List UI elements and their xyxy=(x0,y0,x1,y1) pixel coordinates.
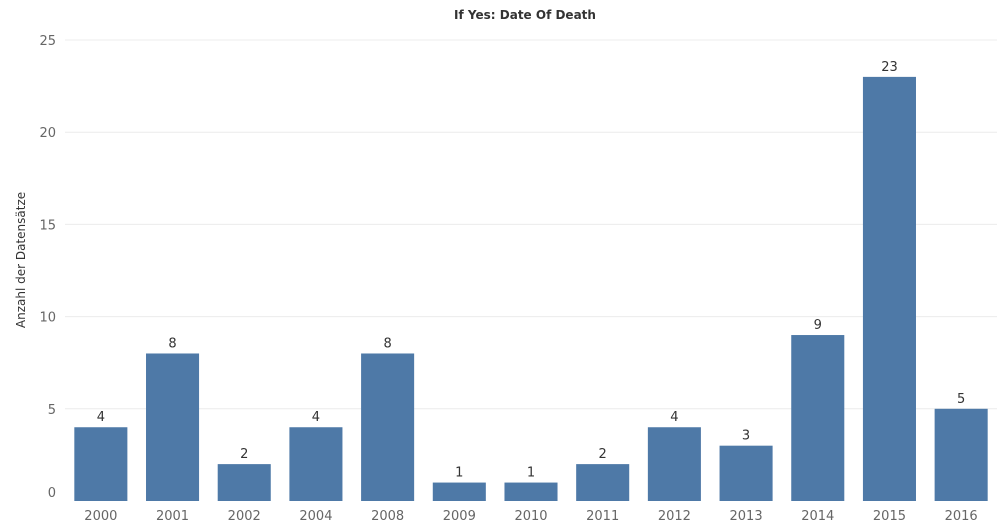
x-tick-label: 2016 xyxy=(945,509,978,524)
data-label: 9 xyxy=(814,318,822,333)
data-label: 4 xyxy=(670,410,678,425)
x-tick-label: 2012 xyxy=(658,509,691,524)
data-label: 5 xyxy=(957,392,965,407)
bar xyxy=(934,408,988,501)
data-label: 4 xyxy=(312,410,320,425)
x-tick-label: 2004 xyxy=(299,509,332,524)
bar xyxy=(862,76,916,501)
data-label: 2 xyxy=(599,447,607,462)
data-label: 23 xyxy=(881,60,898,75)
x-tick-label: 2013 xyxy=(730,509,763,524)
y-tick-label: 10 xyxy=(39,311,56,326)
data-label: 1 xyxy=(527,466,535,481)
y-axis-label: Anzahl der Datensätze xyxy=(14,192,28,328)
data-label: 4 xyxy=(97,410,105,425)
bar xyxy=(361,353,415,501)
x-tick-label: 2001 xyxy=(156,509,189,524)
bar xyxy=(504,482,558,501)
y-tick-label: 0 xyxy=(48,486,56,501)
bar xyxy=(432,482,486,501)
x-tick-label: 2002 xyxy=(228,509,261,524)
bar xyxy=(289,427,343,501)
gridlines xyxy=(65,39,997,410)
x-tick-label: 2009 xyxy=(443,509,476,524)
data-label: 1 xyxy=(455,466,463,481)
bars xyxy=(74,76,988,501)
x-tick-label: 2015 xyxy=(873,509,906,524)
chart-title: If Yes: Date Of Death xyxy=(454,8,596,22)
bar xyxy=(791,335,845,501)
data-label: 8 xyxy=(168,336,176,351)
bar xyxy=(217,464,271,501)
data-labels: 4 8 2 4 8 1 1 2 4 3 9 23 5 xyxy=(97,60,966,481)
bar xyxy=(576,464,630,501)
x-tick-label: 2010 xyxy=(514,509,547,524)
y-tick-label: 20 xyxy=(39,126,56,141)
data-label: 3 xyxy=(742,429,750,444)
bar xyxy=(719,445,773,501)
x-tick-label: 2014 xyxy=(801,509,834,524)
y-tick-label: 5 xyxy=(48,403,56,418)
x-axis-ticks: 2000 2001 2002 2004 2008 2009 2010 2011 2012 2013… xyxy=(84,509,977,524)
x-tick-label: 2000 xyxy=(84,509,117,524)
x-tick-label: 2008 xyxy=(371,509,404,524)
bar xyxy=(146,353,200,501)
x-tick-label: 2011 xyxy=(586,509,619,524)
bar xyxy=(647,427,701,501)
y-tick-label: 25 xyxy=(39,34,56,49)
data-label: 2 xyxy=(240,447,248,462)
bar xyxy=(74,427,128,501)
y-axis-ticks: 0 5 10 15 20 25 xyxy=(39,34,56,501)
y-tick-label: 15 xyxy=(39,218,56,233)
data-label: 8 xyxy=(383,336,391,351)
